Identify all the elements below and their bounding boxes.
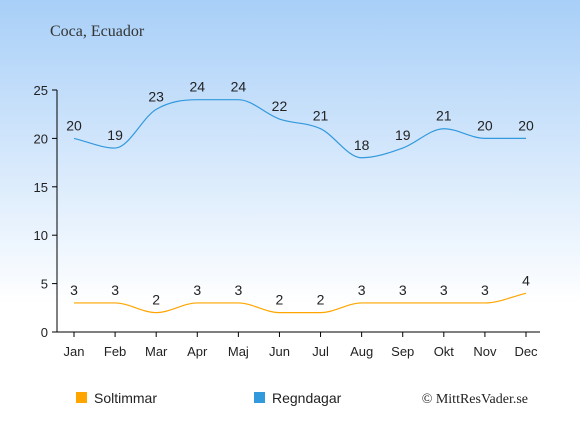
data-label: 21 <box>436 108 452 124</box>
x-tick-label: Jun <box>269 344 290 359</box>
legend-label: Soltimmar <box>94 390 157 406</box>
data-label: 20 <box>66 117 82 133</box>
series-line-1 <box>73 99 526 159</box>
data-label: 21 <box>313 108 329 124</box>
x-tick-label: Feb <box>104 344 126 359</box>
y-tick-label: 10 <box>34 228 48 243</box>
series-layer <box>73 99 527 314</box>
legend-label: Regndagar <box>272 390 342 406</box>
data-label: 3 <box>70 282 78 298</box>
legend: Soltimmar Regndagar <box>76 390 342 406</box>
data-label: 3 <box>399 282 407 298</box>
y-tick-label: 20 <box>34 131 48 146</box>
data-label: 3 <box>358 282 366 298</box>
data-label: 4 <box>522 272 530 288</box>
credit-text: © MittResVader.se <box>422 392 528 407</box>
data-label: 20 <box>518 117 534 133</box>
data-label: 24 <box>231 79 247 95</box>
x-tick-label: Jan <box>64 344 85 359</box>
data-label: 23 <box>148 88 164 104</box>
x-tick-label: Sep <box>391 344 414 359</box>
x-tick-label: Jul <box>312 344 329 359</box>
y-tick-label: 25 <box>34 83 48 98</box>
data-label: 2 <box>152 292 160 308</box>
data-label: 3 <box>234 282 242 298</box>
x-tick-label: Aug <box>350 344 373 359</box>
axes: 0 5 10 15 20 25 Jan Feb Mar Apr Maj Jun Jul Aug Sep Okt… <box>34 83 540 359</box>
data-label: 18 <box>354 137 370 153</box>
y-tick-label: 15 <box>34 180 48 195</box>
x-tick-label: Dec <box>514 344 538 359</box>
chart-title: Coca, Ecuador <box>50 23 145 40</box>
legend-swatch <box>254 392 265 403</box>
data-label: 20 <box>477 117 493 133</box>
data-label: 2 <box>317 292 325 308</box>
data-label: 24 <box>189 79 205 95</box>
data-label: 3 <box>481 282 489 298</box>
y-tick-label: 5 <box>41 277 48 292</box>
x-tick-label: Apr <box>187 344 208 359</box>
y-tick-label: 0 <box>41 325 48 340</box>
data-label: 3 <box>111 282 119 298</box>
series-line-0 <box>73 292 527 314</box>
x-tick-label: Nov <box>473 344 497 359</box>
data-label: 3 <box>440 282 448 298</box>
data-label: 19 <box>395 127 411 143</box>
x-tick-label: Okt <box>434 344 455 359</box>
data-label: 2 <box>276 292 284 308</box>
legend-swatch <box>76 392 87 403</box>
data-label: 19 <box>107 127 123 143</box>
data-label: 22 <box>272 98 288 114</box>
x-tick-label: Maj <box>228 344 249 359</box>
x-tick-label: Mar <box>145 344 168 359</box>
data-label: 3 <box>193 282 201 298</box>
